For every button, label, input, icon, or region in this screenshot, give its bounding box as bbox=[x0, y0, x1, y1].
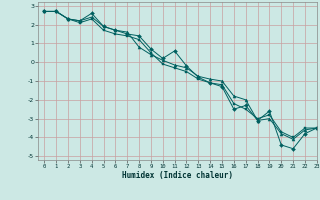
X-axis label: Humidex (Indice chaleur): Humidex (Indice chaleur) bbox=[122, 171, 233, 180]
